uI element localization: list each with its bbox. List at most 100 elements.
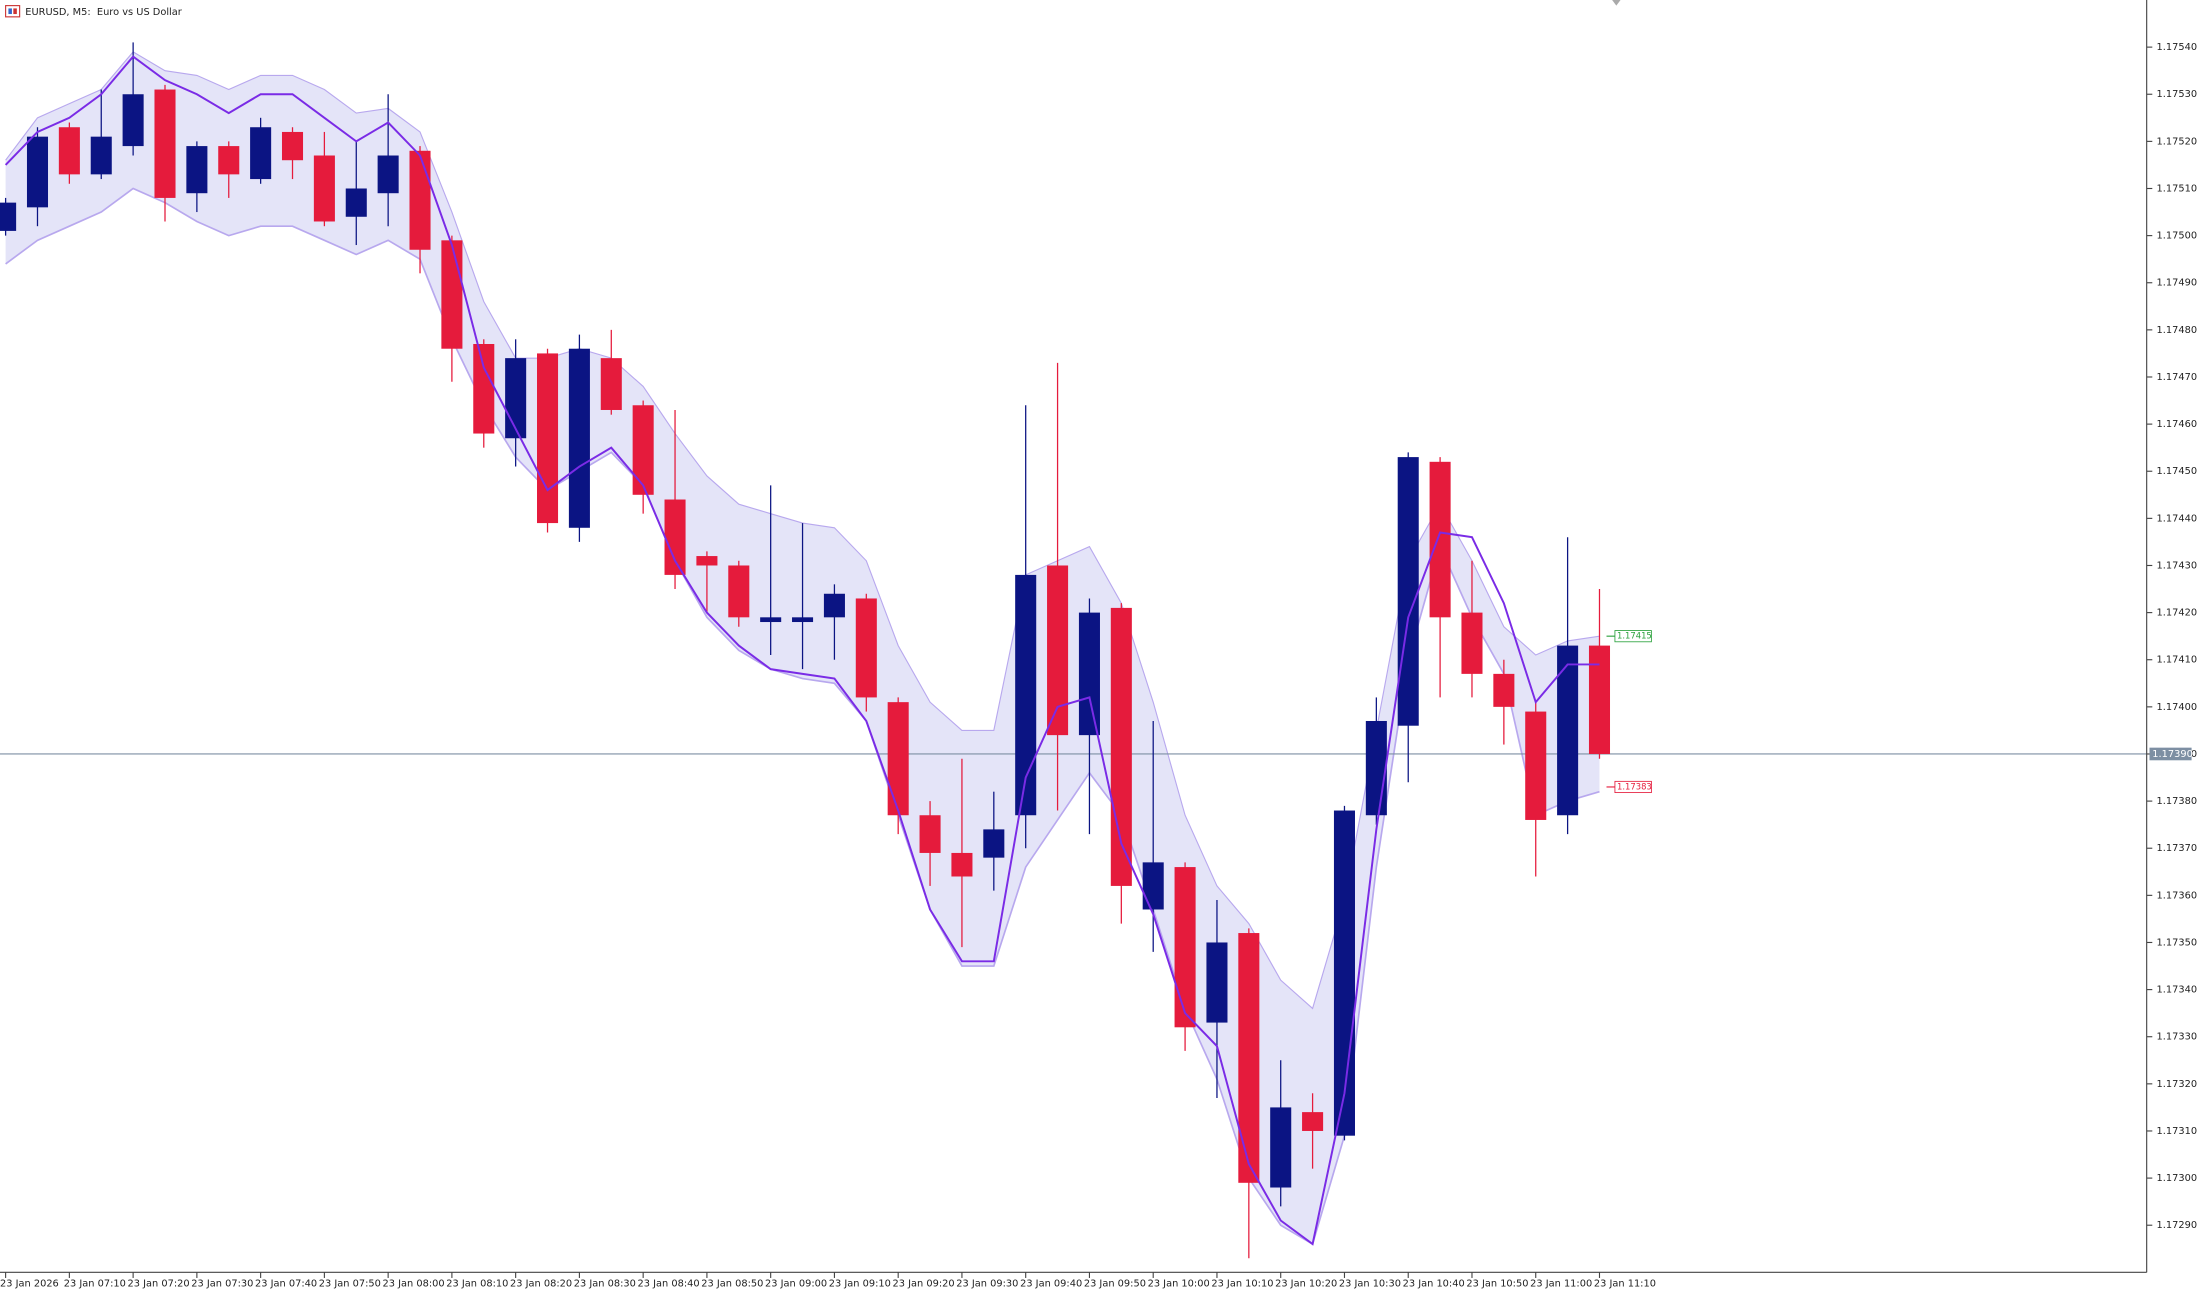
x-tick-label: 23 Jan 07:50: [319, 1279, 381, 1290]
candle-body: [154, 89, 176, 198]
x-tick-label: 23 Jan 08:10: [446, 1279, 508, 1290]
candle-body: [1015, 574, 1037, 816]
marker-box: [1614, 780, 1652, 794]
candle-body: [1302, 1112, 1324, 1131]
y-tick-label: 1.17290: [2157, 1220, 2198, 1231]
candle-body: [218, 146, 240, 175]
candle-body: [760, 617, 782, 623]
x-tick-label: 23 Jan 09:30: [956, 1279, 1018, 1290]
y-tick-label: 1.17460: [2157, 419, 2198, 430]
x-tick-label: 23 Jan 08:50: [701, 1279, 763, 1290]
candle-body: [409, 150, 431, 250]
candle-body: [1238, 933, 1260, 1183]
y-tick-label: 1.17370: [2157, 843, 2198, 854]
marker-label: 1.17415: [1617, 631, 1652, 641]
y-tick-label: 1.17520: [2157, 136, 2198, 147]
candle-body: [26, 136, 49, 208]
candle-body: [1397, 457, 1419, 726]
candle-body: [90, 136, 112, 175]
candle-body: [919, 815, 941, 853]
x-tick-label: 23 Jan 10:10: [1211, 1279, 1273, 1290]
y-tick-label: 1.17400: [2157, 702, 2198, 713]
candle-body: [823, 593, 845, 618]
x-tick-label: 23 Jan 10:20: [1275, 1279, 1337, 1290]
candle-body: [281, 131, 304, 161]
candle-body: [1365, 720, 1387, 816]
candle-body: [377, 155, 399, 194]
y-tick-label: 1.17350: [2157, 937, 2198, 948]
x-tick-label: 23 Jan 11:10: [1594, 1279, 1656, 1290]
x-tick-label: 23 Jan 09:20: [893, 1279, 955, 1290]
y-tick-label: 1.17380: [2157, 796, 2198, 807]
candle-body: [345, 188, 367, 217]
chart-title: EURUSD, M5: Euro vs US Dollar: [25, 7, 183, 18]
indicator-line: [4, 55, 1600, 1246]
y-tick-label: 1.17450: [2157, 466, 2198, 477]
candle-body: [1588, 645, 1611, 754]
candle-body: [1557, 645, 1579, 816]
candle-body: [505, 358, 527, 439]
candle-body: [1493, 673, 1515, 707]
x-tick-label: 23 Jan 10:00: [1148, 1279, 1210, 1290]
candle-body: [186, 146, 208, 194]
y-tick-label: 1.17510: [2157, 183, 2198, 194]
x-tick-label: 23 Jan 07:10: [64, 1279, 126, 1290]
x-tick-label: 23 Jan 07:40: [255, 1279, 317, 1290]
x-tick-label: 23 Jan 10:50: [1466, 1279, 1528, 1290]
y-tick-label: 1.17500: [2157, 231, 2198, 242]
x-tick-label: 23 Jan 2026: [0, 1279, 59, 1290]
y-tick-label: 1.17540: [2157, 42, 2198, 53]
y-tick-label: 1.17470: [2157, 372, 2198, 383]
shift-marker: [1612, 0, 1621, 6]
x-tick-label: 23 Jan 08:30: [574, 1279, 636, 1290]
price-label-box: [2149, 747, 2192, 761]
candle-body: [122, 94, 144, 147]
y-tick-label: 1.17330: [2157, 1032, 2198, 1043]
candle-body: [441, 240, 463, 349]
y-tick-label: 1.17340: [2157, 985, 2198, 996]
y-tick-label: 1.17360: [2157, 890, 2198, 901]
y-tick-label: 1.17480: [2157, 325, 2198, 336]
candle-body: [313, 155, 335, 222]
y-tick-label: 1.17410: [2157, 655, 2198, 666]
x-tick-label: 23 Jan 10:30: [1339, 1279, 1401, 1290]
x-tick-label: 23 Jan 07:20: [128, 1279, 190, 1290]
candle-body: [855, 598, 877, 698]
candle-body: [537, 353, 559, 524]
y-tick-label: 1.17300: [2157, 1173, 2198, 1184]
y-tick-label: 1.17440: [2157, 513, 2198, 524]
candle-body: [887, 702, 909, 816]
y-tick-label: 1.17430: [2157, 560, 2198, 571]
candle-body: [792, 617, 814, 623]
marker-box: [1614, 630, 1652, 643]
symbol-icon: [5, 5, 21, 18]
candle-body: [473, 344, 495, 434]
candle-body: [568, 348, 590, 528]
x-tick-label: 23 Jan 08:40: [638, 1279, 700, 1290]
x-tick-label: 23 Jan 08:20: [510, 1279, 572, 1290]
x-tick-label: 23 Jan 11:00: [1530, 1279, 1592, 1290]
marker-label: 1.17383: [1617, 781, 1652, 791]
candle-body: [1142, 862, 1164, 910]
candle-body: [696, 556, 718, 566]
y-tick-label: 1.17320: [2157, 1079, 2198, 1090]
candle-body: [600, 358, 622, 410]
icon-bar: [8, 8, 12, 15]
y-tick-label: 1.17420: [2157, 608, 2198, 619]
candle-body: [951, 852, 973, 877]
indicator-lower: [5, 187, 1600, 1246]
x-tick-label: 23 Jan 09:40: [1020, 1279, 1082, 1290]
price-label: 1.17390: [2152, 749, 2193, 760]
candle-body: [0, 202, 17, 231]
candle-body: [58, 127, 80, 175]
candle-body: [1206, 942, 1228, 1023]
x-tick-label: 23 Jan 08:00: [383, 1279, 445, 1290]
candle-body: [1270, 1107, 1292, 1188]
candle-body: [1047, 565, 1069, 736]
x-tick-label: 23 Jan 10:40: [1403, 1279, 1465, 1290]
x-tick-label: 23 Jan 09:50: [1084, 1279, 1146, 1290]
x-tick-label: 23 Jan 07:30: [191, 1279, 253, 1290]
candle-body: [1174, 867, 1196, 1028]
